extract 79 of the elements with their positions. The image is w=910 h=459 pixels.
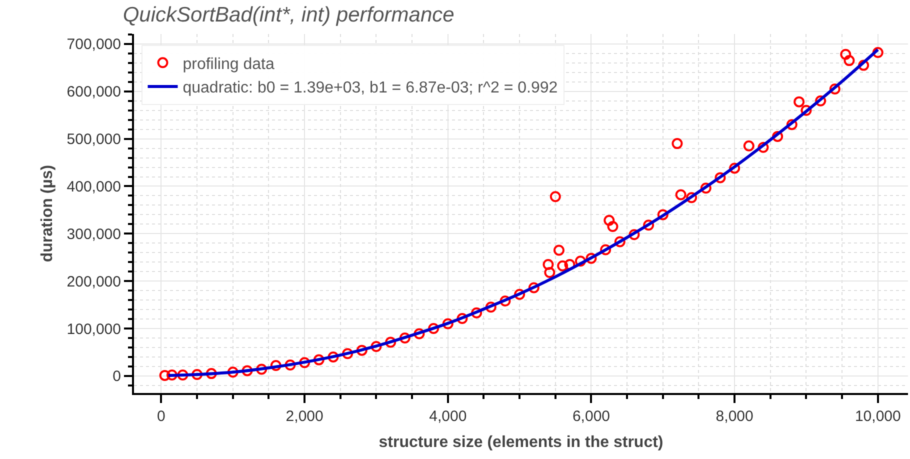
point <box>586 252 597 264</box>
point <box>242 365 253 376</box>
chart-title: QuickSortBad(int*, int) performance <box>122 4 454 27</box>
point <box>177 369 188 380</box>
point <box>192 369 203 380</box>
point <box>772 130 784 142</box>
point <box>557 260 568 272</box>
point <box>514 288 526 300</box>
point <box>370 341 382 352</box>
x-axis-title: structure size (elements in the struct) <box>378 434 664 452</box>
point <box>256 364 268 375</box>
y-tick-label: 400,000 <box>66 178 121 196</box>
point <box>714 172 726 184</box>
y-tick-label: 600,000 <box>66 84 121 101</box>
point <box>604 214 615 226</box>
point <box>284 360 296 371</box>
legend-label: profiling data <box>182 56 274 73</box>
point <box>399 332 410 344</box>
point <box>227 366 238 378</box>
point <box>299 357 310 368</box>
point <box>840 48 852 60</box>
point <box>844 55 855 66</box>
point <box>614 236 626 248</box>
point <box>600 244 612 256</box>
x-tick-label: 0 <box>157 408 166 425</box>
point <box>385 336 396 348</box>
point <box>729 162 740 174</box>
point <box>553 244 564 256</box>
y-tick-label: 0 <box>112 368 121 386</box>
point <box>456 313 468 324</box>
point <box>542 258 554 270</box>
point <box>657 209 668 220</box>
point <box>544 267 556 278</box>
y-tick-label: 100,000 <box>66 320 121 338</box>
point <box>643 220 654 231</box>
x-tick-label: 10,000 <box>854 408 901 425</box>
x-tick-label: 4,000 <box>429 408 467 425</box>
point <box>829 84 840 95</box>
x-tick-label: 2,000 <box>286 408 324 425</box>
point <box>675 189 686 200</box>
point <box>528 282 540 294</box>
point <box>500 296 511 306</box>
point <box>628 229 640 240</box>
point <box>471 307 482 318</box>
point <box>342 348 354 360</box>
point <box>672 138 683 150</box>
point <box>700 182 712 194</box>
point <box>550 191 561 202</box>
legend-label: quadratic: b0 = 1.39e+03, b1 = 6.87e-03; r^2 = 0.992 <box>182 80 558 97</box>
point <box>313 354 324 366</box>
point <box>485 302 496 313</box>
point <box>159 370 170 381</box>
point <box>270 360 282 371</box>
point <box>815 95 826 106</box>
point <box>166 369 178 380</box>
point <box>442 318 454 330</box>
x-tick-label: 6,000 <box>572 408 610 425</box>
y-tick-label: 200,000 <box>66 273 121 290</box>
point <box>794 96 805 108</box>
y-axis-title: duration (µs) <box>39 164 56 262</box>
point <box>574 256 586 267</box>
point <box>686 192 698 204</box>
point <box>414 328 425 340</box>
point <box>786 119 798 130</box>
point <box>206 368 217 380</box>
y-tick-label: 300,000 <box>66 226 121 243</box>
point <box>564 258 576 270</box>
point <box>428 323 440 334</box>
point <box>328 351 339 362</box>
y-tick-label: 500,000 <box>66 131 121 148</box>
point <box>858 60 870 71</box>
point <box>800 104 812 116</box>
point <box>743 140 754 152</box>
point <box>758 142 769 153</box>
y-tick-label: 700,000 <box>66 36 121 54</box>
x-tick-label: 8,000 <box>716 408 754 425</box>
point <box>872 47 884 58</box>
point <box>607 221 618 232</box>
point <box>356 344 368 356</box>
